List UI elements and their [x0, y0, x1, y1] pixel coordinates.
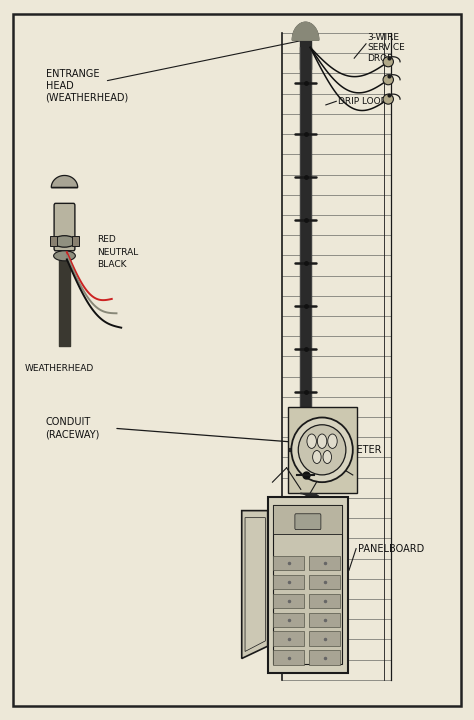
FancyBboxPatch shape	[50, 235, 57, 246]
FancyBboxPatch shape	[273, 505, 342, 664]
FancyBboxPatch shape	[309, 556, 340, 570]
FancyBboxPatch shape	[295, 514, 321, 530]
Circle shape	[328, 434, 337, 449]
FancyBboxPatch shape	[54, 203, 75, 251]
Text: 3-WIRE
SERVICE
DROP: 3-WIRE SERVICE DROP	[367, 33, 405, 63]
Ellipse shape	[292, 418, 353, 482]
FancyBboxPatch shape	[268, 497, 348, 672]
FancyBboxPatch shape	[273, 575, 304, 589]
FancyBboxPatch shape	[273, 593, 304, 608]
Ellipse shape	[383, 57, 393, 67]
FancyBboxPatch shape	[273, 650, 304, 665]
Polygon shape	[51, 176, 78, 187]
FancyBboxPatch shape	[309, 613, 340, 627]
Circle shape	[323, 451, 331, 464]
FancyBboxPatch shape	[309, 593, 340, 608]
Text: RED
NEUTRAL
BLACK: RED NEUTRAL BLACK	[98, 235, 139, 269]
Ellipse shape	[383, 75, 393, 85]
FancyBboxPatch shape	[273, 631, 304, 646]
Text: PANELBOARD: PANELBOARD	[357, 544, 424, 554]
Ellipse shape	[54, 251, 75, 261]
FancyBboxPatch shape	[72, 235, 79, 246]
FancyBboxPatch shape	[288, 407, 356, 493]
Text: CONDUIT
(RACEWAY): CONDUIT (RACEWAY)	[46, 418, 100, 439]
FancyBboxPatch shape	[309, 631, 340, 646]
Text: DRIP LOOP: DRIP LOOP	[337, 96, 386, 106]
Text: METER: METER	[348, 445, 382, 455]
FancyBboxPatch shape	[12, 14, 462, 706]
FancyBboxPatch shape	[273, 613, 304, 627]
Circle shape	[318, 434, 327, 449]
FancyBboxPatch shape	[273, 505, 342, 534]
Circle shape	[307, 434, 317, 449]
Text: ENTRANGE
HEAD
(WEATHERHEAD): ENTRANGE HEAD (WEATHERHEAD)	[46, 69, 129, 102]
Polygon shape	[292, 22, 319, 40]
Text: WEATHERHEAD: WEATHERHEAD	[25, 364, 94, 372]
FancyBboxPatch shape	[309, 575, 340, 589]
Ellipse shape	[383, 94, 393, 104]
Circle shape	[313, 451, 321, 464]
Ellipse shape	[298, 425, 346, 475]
Polygon shape	[292, 22, 319, 40]
FancyBboxPatch shape	[273, 556, 304, 570]
FancyBboxPatch shape	[309, 650, 340, 665]
Ellipse shape	[53, 235, 76, 247]
Polygon shape	[242, 510, 268, 659]
